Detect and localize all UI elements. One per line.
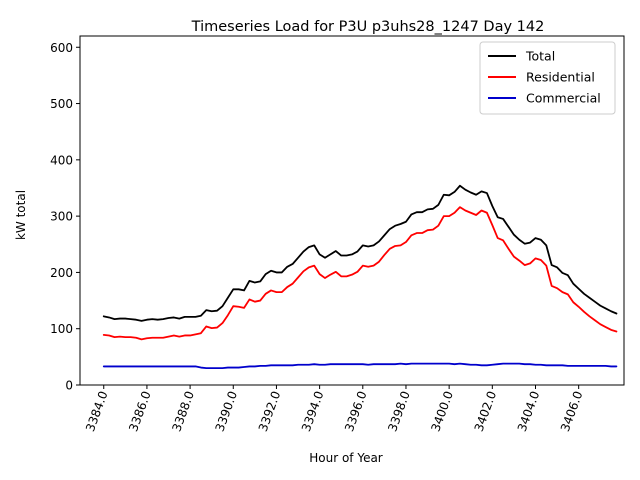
x-axis-label: Hour of Year (309, 451, 383, 465)
legend-label-total: Total (525, 49, 555, 64)
legend-box (479, 41, 616, 115)
y-tick-label: 200 (50, 266, 73, 280)
y-axis-label: kW total (14, 190, 28, 240)
y-tick-label: 0 (65, 379, 73, 393)
y-tick-label: 600 (50, 41, 73, 55)
legend-label-residential: Residential (526, 70, 595, 85)
y-tick-label: 500 (50, 97, 73, 111)
legend-label-commercial: Commercial (526, 91, 601, 106)
axes-layer (79, 35, 625, 386)
plot-frame (79, 35, 625, 386)
series-line-residential (102, 206, 618, 341)
y-tick-label: 300 (50, 210, 73, 224)
y-tick-label: 100 (50, 322, 73, 336)
series-layer (102, 184, 618, 370)
legend: Total Residential Commercial (479, 41, 616, 115)
series-line-commercial (102, 362, 618, 370)
chart-title: Timeseries Load for P3U p3uhs28_1247 Day… (191, 19, 545, 35)
series-line-total (102, 184, 618, 322)
y-tick-label: 400 (50, 153, 73, 167)
